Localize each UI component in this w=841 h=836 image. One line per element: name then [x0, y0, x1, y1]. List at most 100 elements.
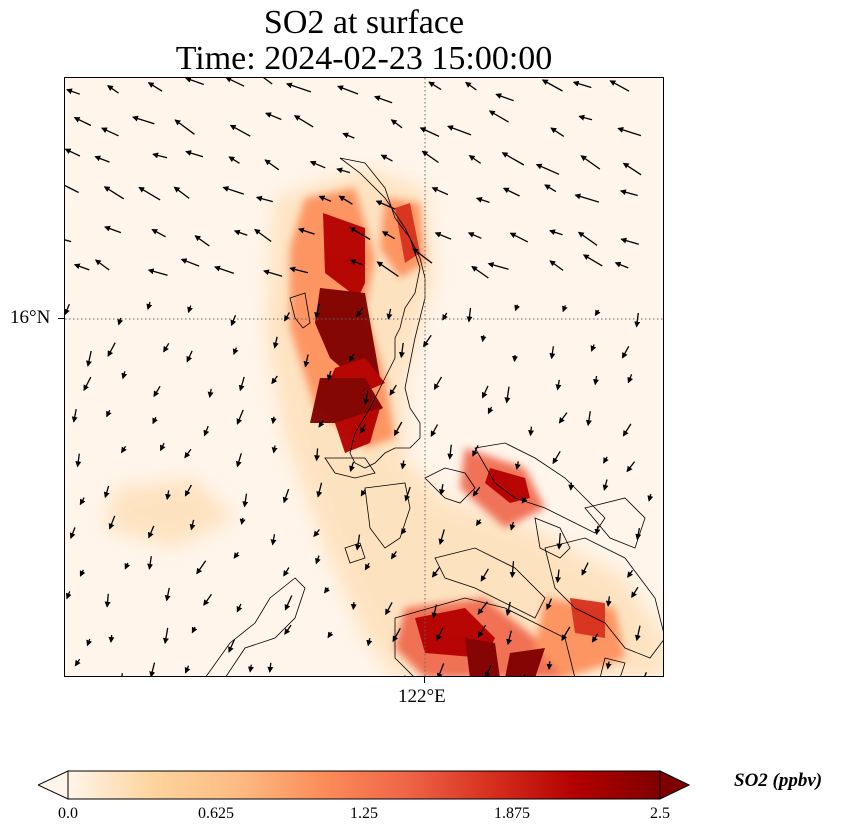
wind-vector: [121, 673, 123, 676]
wind-vector: [477, 624, 487, 638]
wind-vector: [504, 386, 511, 404]
wind-vector: [297, 227, 315, 235]
wind-vector: [419, 127, 440, 137]
wind-vector: [390, 551, 397, 560]
so2-core-luzon-c: [310, 378, 383, 423]
wind-vector: [104, 593, 111, 608]
wind-vector: [184, 484, 192, 497]
wind-vector: [363, 390, 370, 405]
wind-vector: [549, 260, 564, 271]
wind-vector: [303, 354, 310, 368]
colorbar-extend-min: [36, 770, 69, 800]
wind-vector: [574, 193, 600, 203]
wind-vector: [634, 312, 641, 328]
wind-vector: [617, 127, 642, 137]
wind-vector: [207, 388, 214, 398]
wind-vector: [392, 627, 401, 643]
wind-vector: [591, 633, 599, 643]
wind-vector: [342, 132, 355, 139]
wind-vector: [546, 661, 553, 670]
wind-vector: [255, 195, 273, 203]
wind-vector: [173, 186, 190, 199]
wind-vector: [236, 603, 243, 613]
wind-vector: [495, 93, 514, 102]
wind-vector: [364, 562, 371, 571]
wind-vector: [267, 662, 274, 673]
wind-vector: [138, 186, 161, 201]
wind-vector: [439, 483, 445, 496]
wind-vector: [254, 228, 272, 243]
wind-vector: [430, 424, 439, 437]
wind-vector: [390, 119, 403, 129]
wind-vector: [180, 258, 200, 267]
wind-vector: [647, 493, 654, 502]
wind-vector: [65, 303, 70, 316]
wind-vector: [468, 155, 482, 164]
wind-vector: [69, 527, 76, 540]
colorbar-title: SO2 (ppbv): [734, 770, 823, 791]
wind-vector: [74, 658, 81, 667]
wind-vector: [174, 119, 195, 135]
so2-concentration-field: [105, 168, 663, 676]
wind-vector: [549, 229, 563, 236]
wind-vector: [162, 627, 169, 645]
wind-vector: [366, 637, 373, 647]
wind-vector: [350, 602, 357, 611]
wind-vector: [356, 307, 364, 318]
wind-vector: [233, 551, 240, 559]
wind-vector: [66, 88, 81, 95]
wind-vector: [389, 384, 397, 396]
wind-vector: [349, 461, 355, 472]
map-title-line2: Time: 2024-02-23 15:00:00: [175, 40, 553, 77]
wind-vector: [232, 347, 239, 356]
coastline-segment: [584, 497, 646, 549]
wind-vector: [505, 601, 512, 616]
wind-vector: [185, 150, 204, 158]
so2-core-visayas: [485, 468, 530, 503]
wind-vector: [438, 529, 445, 545]
wind-vector: [79, 497, 86, 506]
wind-vector: [233, 229, 248, 236]
wind-vector: [194, 235, 210, 247]
wind-vector: [555, 379, 562, 391]
coastline-segment: [364, 482, 411, 549]
wind-vector: [393, 421, 403, 437]
wind-vector: [400, 460, 407, 470]
wind-vector: [475, 519, 482, 527]
coastline-segment: [424, 467, 476, 504]
wind-vector: [117, 317, 124, 326]
wind-vector: [203, 593, 213, 606]
wind-vector: [65, 148, 81, 157]
wind-vector: [225, 78, 245, 87]
wind-vector: [189, 519, 196, 531]
coastline-segment: [600, 657, 626, 676]
wind-vector: [293, 115, 314, 128]
wind-vector: [464, 81, 477, 91]
wind-vector: [94, 259, 110, 271]
wind-vector: [556, 533, 563, 550]
wind-vector: [338, 195, 353, 205]
wind-vector: [65, 591, 72, 600]
wind-vector: [360, 489, 367, 497]
wind-vector: [83, 376, 92, 392]
wind-vector: [484, 665, 492, 676]
wind-vector: [242, 493, 249, 508]
wind-vector: [314, 303, 321, 319]
wind-vector: [263, 269, 283, 277]
wind-vector: [228, 156, 240, 164]
wind-vector: [434, 232, 452, 240]
wind-vector: [152, 416, 158, 425]
wind-vector: [421, 150, 439, 164]
colorbar: [36, 770, 691, 800]
colorbar-tick-0: 0.0: [58, 805, 78, 822]
coastline-segment: [534, 517, 571, 559]
wind-vector: [282, 488, 290, 504]
wind-vector: [184, 665, 191, 674]
wind-vector: [581, 562, 589, 576]
wind-vector: [146, 301, 153, 311]
wind-vector: [431, 187, 449, 196]
wind-vector: [626, 461, 636, 473]
wind-vector: [121, 445, 127, 454]
wind-vector: [502, 187, 520, 197]
map-panel[interactable]: [64, 77, 664, 677]
